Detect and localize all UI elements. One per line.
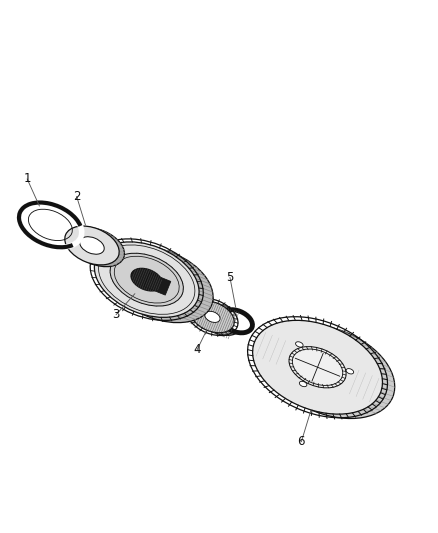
Ellipse shape [94, 242, 199, 317]
Ellipse shape [221, 310, 252, 333]
Ellipse shape [296, 342, 303, 347]
Ellipse shape [191, 301, 234, 333]
Ellipse shape [108, 247, 213, 322]
Ellipse shape [289, 346, 346, 388]
Text: 1: 1 [23, 172, 31, 185]
Ellipse shape [253, 320, 382, 414]
Text: 6: 6 [297, 435, 305, 448]
Ellipse shape [299, 381, 307, 386]
Text: 4: 4 [193, 343, 201, 356]
Text: 2: 2 [73, 190, 81, 203]
Ellipse shape [65, 226, 119, 265]
Polygon shape [144, 273, 171, 295]
Ellipse shape [265, 325, 395, 418]
Ellipse shape [198, 304, 242, 335]
Ellipse shape [70, 228, 124, 266]
Text: 3: 3 [113, 308, 120, 321]
Text: 5: 5 [226, 271, 233, 284]
Ellipse shape [205, 311, 220, 322]
Ellipse shape [346, 369, 353, 374]
Ellipse shape [131, 268, 162, 291]
Ellipse shape [80, 237, 104, 254]
Ellipse shape [110, 253, 184, 306]
